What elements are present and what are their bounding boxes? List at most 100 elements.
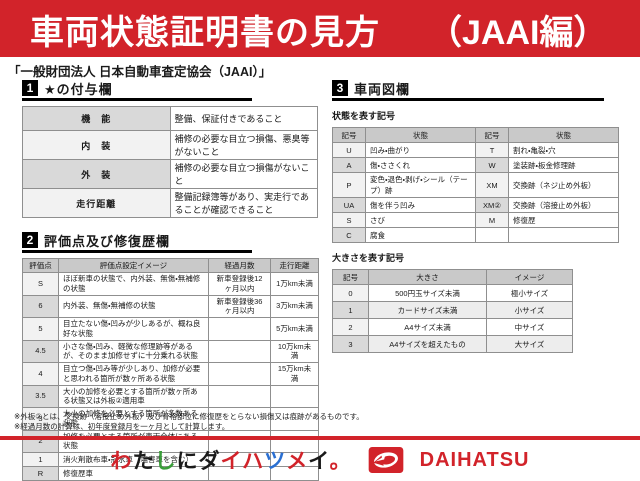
grade-history-table: 評価点 評価点設定イメージ 経過月数 走行距離 S ほぼ新車の状態で、内外装、無傷・無補… xyxy=(22,258,319,481)
section2-underline xyxy=(22,250,252,253)
table-header-row: 記号 状態 記号 状態 xyxy=(332,127,619,143)
condition-state: 修復歴 xyxy=(508,212,619,228)
condition-symbols-table: 記号 状態 記号 状態 U 凹み・曲がり T 割れ・亀裂・穴 A 傷・ささくれ W 塗装跡・板金修理… xyxy=(332,127,619,243)
size-symbols-label: 大きさを表す記号 xyxy=(332,253,405,263)
condition-symbol: C xyxy=(332,227,366,243)
section1-header: 1 ★の付与欄 xyxy=(22,79,318,97)
condition-symbol: W xyxy=(475,157,509,173)
grade-months: 新車登録後36ヶ月以内 xyxy=(208,294,271,318)
section1-title: ★の付与欄 xyxy=(44,81,113,97)
condition-state xyxy=(508,227,619,243)
size-symbol: 2 xyxy=(332,318,369,336)
condition-symbol: P xyxy=(332,172,366,198)
table-row: 機 能整備、保証付きであること xyxy=(22,106,318,131)
grade-mileage: 3万km未満 xyxy=(270,294,319,318)
size-desc: A4サイズ未満 xyxy=(368,318,487,336)
table-row: 2 A4サイズ未満 中サイズ xyxy=(332,318,573,336)
slogan-char: わ xyxy=(110,450,133,473)
grade-score: 4 xyxy=(22,362,59,386)
slogan-char: ツ xyxy=(264,450,287,473)
table-row: 0 500円玉サイズ未満 極小サイズ xyxy=(332,284,573,302)
grade-mileage: 1万km未満 xyxy=(270,272,319,296)
slogan-char: た xyxy=(132,450,155,473)
column-header: 大きさ xyxy=(368,269,487,285)
grade-months xyxy=(208,317,271,341)
slogan-char: メ xyxy=(286,450,309,473)
grade-mileage: 10万km未満 xyxy=(270,339,319,363)
condition-state: 傷を伴う凹み xyxy=(365,197,476,213)
issuer-subtitle: 「一般財団法人 日本自動車査定協会（JAAI）」 xyxy=(8,65,272,79)
grade-months: 新車登録後12ヶ月以内 xyxy=(208,272,271,296)
grade-score: S xyxy=(22,272,59,296)
size-desc: カードサイズ未満 xyxy=(368,301,487,319)
condition-state: 凹み・曲がり xyxy=(365,142,476,158)
condition-state: 交換跡（ネジ止め外板） xyxy=(508,172,619,198)
condition-symbol: U xyxy=(332,142,366,158)
table-row: 内 装補修の必要な目立つ損傷、悪臭等がないこと xyxy=(22,130,318,160)
slogan-char: イ xyxy=(308,450,330,473)
size-symbols-table: 記号 大きさ イメージ 0 500円玉サイズ未満 極小サイズ 1 カードサイズ未満 小サイズ 2… xyxy=(332,269,573,353)
star-item-label: 外 装 xyxy=(22,159,171,189)
slogan-char: イ xyxy=(220,450,243,473)
grade-desc: 目立たない傷・凹みが少しあるが、概ね良好な状態 xyxy=(58,317,209,341)
column-header: 状態 xyxy=(365,127,476,143)
size-image: 極小サイズ xyxy=(486,284,573,302)
star-item-label: 機 能 xyxy=(22,106,171,131)
column-header: 走行距離 xyxy=(270,258,319,273)
table-row: 1 消火剤散布車・冠水車（塩害車を含む） xyxy=(22,452,319,467)
column-header: イメージ xyxy=(486,269,573,285)
table-row: 5 目立たない傷・凹みが少しあるが、概ね良好な状態 5万km未満 xyxy=(22,317,319,341)
condition-state: 変色・退色・剥げ・シール（テープ）跡 xyxy=(365,172,476,198)
grade-mileage: 15万km未満 xyxy=(270,362,319,386)
star-item-desc: 補修の必要な目立つ損傷、悪臭等がないこと xyxy=(169,130,318,160)
column-header: 評価点設定イメージ xyxy=(58,258,209,273)
grade-score: 3 xyxy=(22,407,59,431)
section1-number-badge: 1 xyxy=(22,80,38,96)
slogan-char: 。 xyxy=(329,450,352,473)
table-header-row: 記号 大きさ イメージ xyxy=(332,269,573,285)
slogan-char: し xyxy=(154,450,177,473)
table-row: R 修復歴車 xyxy=(22,466,319,481)
grade-months xyxy=(208,339,271,363)
star-criteria-table: 機 能整備、保証付きであること内 装補修の必要な目立つ損傷、悪臭等がないこと外 … xyxy=(22,106,318,218)
condition-symbol: M xyxy=(475,212,509,228)
table-row: 3 A4サイズを超えたもの 大サイズ xyxy=(332,335,573,353)
condition-state: 傷・ささくれ xyxy=(365,157,476,173)
section3-underline xyxy=(332,98,604,101)
condition-state: 腐食 xyxy=(365,227,476,243)
table-row: UA 傷を伴う凹み XM② 交換跡（溶接止め外板） xyxy=(332,197,619,213)
grade-desc: 目立つ傷・凹み等が少しあり、加修が必要と思われる箇所が数ヶ所ある状態 xyxy=(58,362,209,386)
right-column: 3 車両図欄 状態を表す記号 記号 状態 記号 状態 U 凹み・曲がり T 割れ・亀裂・穴 A… xyxy=(332,79,619,353)
daihatsu-slogan: わたしにダイハツメイ。 xyxy=(110,445,351,475)
slogan-char: に xyxy=(176,450,199,473)
footer: わたしにダイハツメイ。 DAIHATSU xyxy=(0,444,640,476)
section3-header: 3 車両図欄 xyxy=(332,79,618,97)
size-image: 中サイズ xyxy=(486,318,573,336)
condition-state: 割れ・亀裂・穴 xyxy=(508,142,619,158)
star-item-desc: 整備、保証付きであること xyxy=(169,106,318,131)
grade-score: 5 xyxy=(22,317,59,341)
size-symbol: 3 xyxy=(332,335,369,353)
grade-mileage: 5万km未満 xyxy=(270,317,319,341)
column-header: 記号 xyxy=(475,127,509,143)
size-image: 大サイズ xyxy=(486,335,573,353)
size-symbol: 1 xyxy=(332,301,369,319)
footer-divider xyxy=(0,436,640,440)
table-row: 6 内外装、無傷・無補修の状態 新車登録後36ヶ月以内 3万km未満 xyxy=(22,294,319,318)
table-row: 3.5 大小の加修を必要とする箇所が数ヶ所ある状態又は外板②適用車 xyxy=(22,384,319,408)
table-row: C 腐食 xyxy=(332,227,619,243)
condition-state: さび xyxy=(365,212,476,228)
condition-symbol: A xyxy=(332,157,366,173)
grade-score: 2 xyxy=(22,429,59,453)
grade-score: 1 xyxy=(22,452,59,467)
daihatsu-logo-icon xyxy=(368,447,403,473)
column-header: 記号 xyxy=(332,269,369,285)
footnotes: ※外板②とは、交換跡（溶接止め外板）及び骨格部位に修復歴をとらない損傷又は痕跡が… xyxy=(14,412,364,432)
condition-symbol: XM② xyxy=(475,197,509,213)
table-row: P 変色・退色・剥げ・シール（テープ）跡 XM 交換跡（ネジ止め外板） xyxy=(332,172,619,198)
column-header: 記号 xyxy=(332,127,366,143)
condition-symbol: UA xyxy=(332,197,366,213)
grade-desc: 内外装、無傷・無補修の状態 xyxy=(58,294,209,318)
condition-symbol: T xyxy=(475,142,509,158)
table-row: 1 カードサイズ未満 小サイズ xyxy=(332,301,573,319)
